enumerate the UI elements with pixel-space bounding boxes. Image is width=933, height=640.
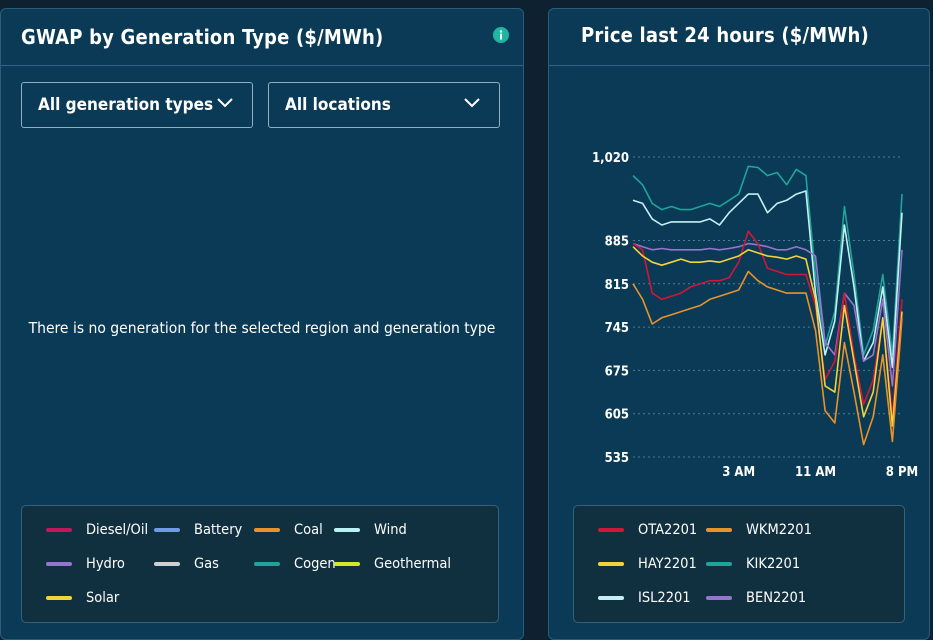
x-tick-label: 11 AM xyxy=(795,465,836,480)
legend-item-diesel-oil[interactable]: Diesel/Oil xyxy=(46,522,148,538)
legend-label: Wind xyxy=(374,522,407,538)
legend-label: WKM2201 xyxy=(746,522,812,538)
y-tick-label: 675 xyxy=(605,364,629,379)
series-line-kik2201 xyxy=(632,165,903,356)
legend-swatch xyxy=(254,528,280,532)
legend-item-gas[interactable]: Gas xyxy=(154,556,219,572)
y-tick-label: 535 xyxy=(605,451,629,466)
legend-label: Gas xyxy=(194,556,219,572)
legend-label: Solar xyxy=(86,590,120,606)
legend-item-coal[interactable]: Coal xyxy=(254,522,323,538)
legend-item-cogen[interactable]: Cogen xyxy=(254,556,336,572)
y-tick-label: 815 xyxy=(605,278,629,293)
legend-item-wind[interactable]: Wind xyxy=(334,522,407,538)
legend-swatch xyxy=(334,562,360,566)
generation-type-legend: Diesel/Oil Battery Coal Wind Hydro Gas Cogen Ge… xyxy=(21,505,499,623)
legend-swatch xyxy=(254,562,280,566)
legend-swatch xyxy=(46,528,72,532)
legend-item-kik2201[interactable]: KIK2201 xyxy=(706,556,800,572)
series-line-hay2201 xyxy=(632,246,903,427)
legend-label: BEN2201 xyxy=(746,590,807,606)
legend-swatch xyxy=(154,562,180,566)
legend-swatch xyxy=(334,528,360,532)
empty-state-message: There is no generation for the selected … xyxy=(28,319,496,337)
gwap-panel-title: GWAP by Generation Type ($/MWh) xyxy=(21,25,384,49)
node-price-legend: OTA2201 WKM2201 HAY2201 KIK2201 ISL2201 BEN22… xyxy=(573,505,905,623)
legend-label: ISL2201 xyxy=(638,590,691,606)
legend-swatch xyxy=(706,528,732,532)
info-icon[interactable] xyxy=(493,27,509,43)
legend-item-hydro[interactable]: Hydro xyxy=(46,556,125,572)
generation-type-dropdown[interactable]: All generation types xyxy=(21,82,253,128)
legend-label: Geothermal xyxy=(374,556,451,572)
legend-item-solar[interactable]: Solar xyxy=(46,590,119,606)
legend-item-battery[interactable]: Battery xyxy=(154,522,242,538)
series-line-isl2201 xyxy=(632,190,903,369)
series-line-ota2201 xyxy=(632,230,903,418)
legend-swatch xyxy=(46,596,72,600)
legend-item-isl2201[interactable]: ISL2201 xyxy=(598,590,691,606)
price-panel-title: Price last 24 hours ($/MWh) xyxy=(581,23,869,47)
panel-divider xyxy=(549,65,929,66)
location-value: All locations xyxy=(285,95,391,115)
legend-item-hay2201[interactable]: HAY2201 xyxy=(598,556,697,572)
y-tick-label: 885 xyxy=(605,235,629,250)
legend-item-geothermal[interactable]: Geothermal xyxy=(334,556,451,572)
legend-item-wkm2201[interactable]: WKM2201 xyxy=(706,522,812,538)
y-tick-label: 745 xyxy=(605,321,629,336)
legend-label: Hydro xyxy=(86,556,125,572)
generation-type-value: All generation types xyxy=(38,95,214,115)
gwap-panel: GWAP by Generation Type ($/MWh) All gene… xyxy=(0,8,524,640)
legend-item-ota2201[interactable]: OTA2201 xyxy=(598,522,697,538)
legend-label: Cogen xyxy=(294,556,336,572)
series-line-wkm2201 xyxy=(632,270,903,446)
series-line-ben2201 xyxy=(632,242,903,387)
legend-label: OTA2201 xyxy=(638,522,698,538)
legend-label: HAY2201 xyxy=(638,556,697,572)
legend-item-ben2201[interactable]: BEN2201 xyxy=(706,590,806,606)
price-line-chart: 535 605 675 745 815 885 1,020 3 AM 11 AM 8 PM xyxy=(592,151,918,480)
y-tick-label: 1,020 xyxy=(592,151,629,166)
legend-swatch xyxy=(598,528,624,532)
panel-divider xyxy=(1,65,523,66)
x-tick-label: 8 PM xyxy=(886,465,918,480)
price-panel: Price last 24 hours ($/MWh) 535 605 675 745… xyxy=(548,8,930,640)
legend-swatch xyxy=(598,562,624,566)
legend-label: Diesel/Oil xyxy=(86,522,149,538)
legend-swatch xyxy=(706,596,732,600)
legend-label: KIK2201 xyxy=(746,556,801,572)
legend-swatch xyxy=(154,528,180,532)
x-tick-label: 3 AM xyxy=(722,465,755,480)
legend-label: Battery xyxy=(194,522,243,538)
legend-swatch xyxy=(706,562,732,566)
legend-swatch xyxy=(598,596,624,600)
legend-swatch xyxy=(46,562,72,566)
legend-label: Coal xyxy=(294,522,323,538)
chevron-down-icon xyxy=(217,98,233,108)
y-tick-label: 605 xyxy=(605,408,629,423)
location-dropdown[interactable]: All locations xyxy=(268,82,500,128)
chevron-down-icon xyxy=(464,98,480,108)
